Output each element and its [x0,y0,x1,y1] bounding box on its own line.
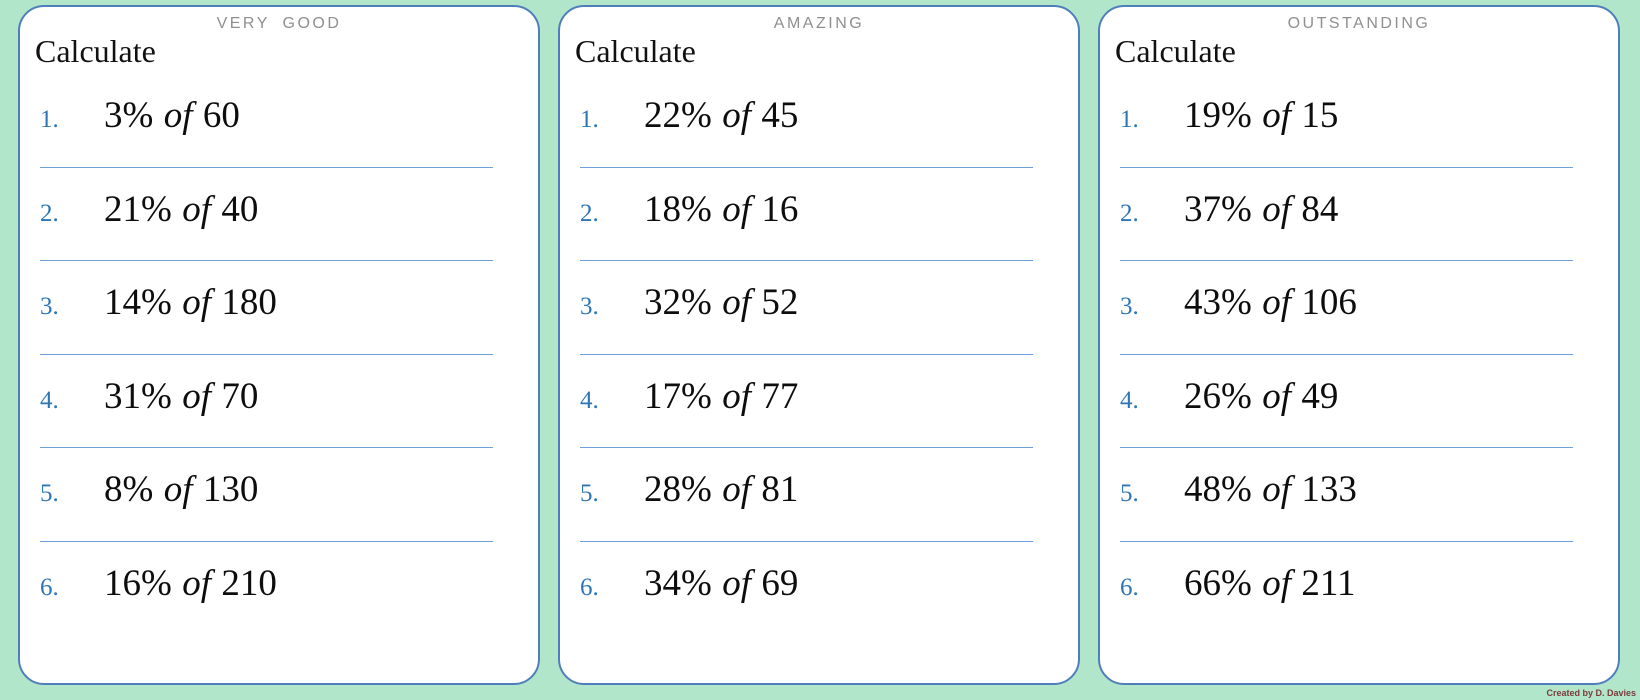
problem-row: 5. 8% of 130 [40,448,493,542]
card-title: Calculate [35,33,156,69]
problem-row: 4. 26% of 49 [1120,355,1573,449]
card-badge: VERY GOOD [216,15,342,32]
problem-expression: 16% of 210 [104,562,277,604]
problem-expression: 48% of 133 [1184,469,1357,511]
problem-row: 3. 14% of 180 [40,261,493,355]
problem-number: 1. [40,106,59,134]
problem-expression: 26% of 49 [1184,375,1339,417]
problem-row: 6. 66% of 211 [1120,542,1573,636]
problem-row: 1. 22% of 45 [580,74,1033,168]
worksheet-board: VERY GOOD Calculate 1. 3% of 60 2. 21% of 40… [18,5,1620,685]
problem-number: 2. [580,199,599,227]
problem-number: 5. [40,480,59,508]
problem-number: 2. [40,199,59,227]
problem-number: 4. [580,386,599,414]
card-amazing: AMAZING Calculate 1. 22% of 45 2. 18% of 16 … [558,5,1080,685]
card-title: Calculate [575,33,696,69]
card-badge: AMAZING [773,15,865,32]
problem-number: 1. [580,106,599,134]
problem-number: 5. [580,480,599,508]
problem-expression: 43% of 106 [1184,282,1357,324]
card-title: Calculate [1115,33,1236,69]
problem-expression: 14% of 180 [104,282,277,324]
card-badge: OUTSTANDING [1287,15,1431,32]
problem-number: 2. [1120,199,1139,227]
problem-number: 6. [580,573,599,601]
problem-row: 6. 16% of 210 [40,542,493,636]
problem-number: 3. [40,293,59,321]
creator-credit: Created by D. Davies [1546,688,1636,698]
card-very-good: VERY GOOD Calculate 1. 3% of 60 2. 21% of 40… [18,5,540,685]
problem-row: 4. 31% of 70 [40,355,493,449]
problem-expression: 37% of 84 [1184,188,1339,230]
card-outstanding: OUTSTANDING Calculate 1. 19% of 15 2. 37% o… [1098,5,1620,685]
problem-row: 1. 19% of 15 [1120,74,1573,168]
problem-row: 2. 37% of 84 [1120,168,1573,262]
problem-expression: 28% of 81 [644,469,799,511]
problem-expression: 17% of 77 [644,375,799,417]
problem-number: 1. [1120,106,1139,134]
problem-expression: 19% of 15 [1184,95,1339,137]
problem-expression: 3% of 60 [104,95,240,137]
problem-row: 3. 32% of 52 [580,261,1033,355]
problem-number: 3. [580,293,599,321]
problem-row: 4. 17% of 77 [580,355,1033,449]
problem-number: 6. [1120,573,1139,601]
problem-row: 1. 3% of 60 [40,74,493,168]
problem-expression: 34% of 69 [644,562,799,604]
problem-number: 5. [1120,480,1139,508]
problem-number: 4. [1120,386,1139,414]
problem-row: 2. 21% of 40 [40,168,493,262]
problem-row: 3. 43% of 106 [1120,261,1573,355]
problem-expression: 18% of 16 [644,188,799,230]
problem-row: 6. 34% of 69 [580,542,1033,636]
problem-row: 5. 48% of 133 [1120,448,1573,542]
problem-number: 3. [1120,293,1139,321]
problem-row: 2. 18% of 16 [580,168,1033,262]
problem-list: 1. 22% of 45 2. 18% of 16 3. 32% of 52 4. 17% o… [560,74,1078,635]
problem-number: 6. [40,573,59,601]
problem-expression: 22% of 45 [644,95,799,137]
problem-expression: 32% of 52 [644,282,799,324]
problem-expression: 21% of 40 [104,188,259,230]
problem-list: 1. 19% of 15 2. 37% of 84 3. 43% of 106 4. 26%… [1100,74,1618,635]
problem-list: 1. 3% of 60 2. 21% of 40 3. 14% of 180 4. 31% o… [20,74,538,635]
problem-row: 5. 28% of 81 [580,448,1033,542]
problem-expression: 66% of 211 [1184,562,1356,604]
problem-expression: 31% of 70 [104,375,259,417]
problem-expression: 8% of 130 [104,469,259,511]
problem-number: 4. [40,386,59,414]
